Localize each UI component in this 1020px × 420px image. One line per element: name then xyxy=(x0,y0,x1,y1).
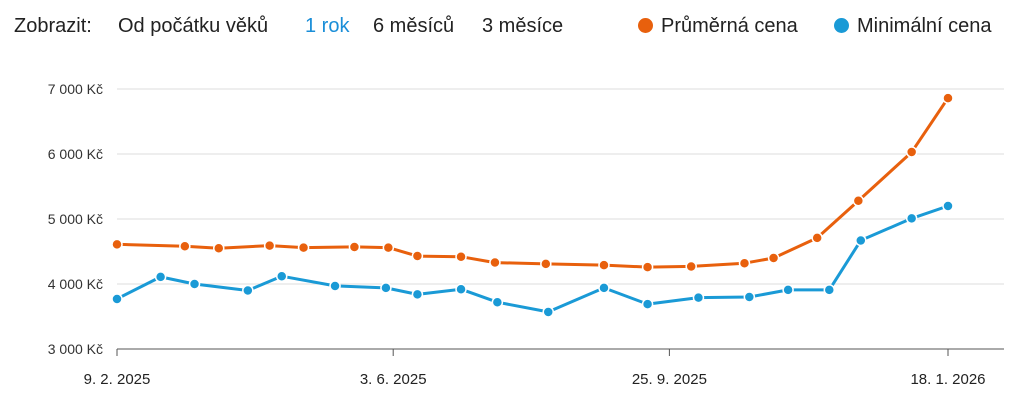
y-tick-label: 5 000 Kč xyxy=(48,211,103,227)
minimum-price-point xyxy=(855,234,867,247)
minimum-price-point xyxy=(598,282,610,294)
average-price-point xyxy=(489,256,501,269)
average-price-point xyxy=(598,259,610,271)
minimum-price-point xyxy=(411,288,424,301)
minimum-price-point xyxy=(455,283,467,295)
minimum-price-point xyxy=(542,306,554,318)
average-price-point xyxy=(111,238,123,251)
minimum-price-point xyxy=(242,284,254,297)
minimum-price-point xyxy=(743,291,756,303)
legend-label: Průměrná cena xyxy=(661,15,798,37)
range-all-time[interactable]: Od počátku věků xyxy=(118,15,269,37)
y-tick-label: 3 000 Kč xyxy=(48,341,103,357)
average-price-point xyxy=(455,250,467,263)
y-tick-label: 6 000 Kč xyxy=(48,146,103,162)
minimum-price-point xyxy=(380,282,392,294)
legend-dot-icon xyxy=(638,18,653,33)
average-price-point xyxy=(263,239,276,252)
minimum-price-point xyxy=(823,284,836,296)
minimum-price-point xyxy=(692,291,705,304)
range-1-year[interactable]: 1 rok xyxy=(305,15,350,37)
legend-item-average-price[interactable]: Průměrná cena xyxy=(638,14,798,38)
x-tick-label: 18. 1. 2026 xyxy=(910,371,985,388)
y-tick-label: 7 000 Kč xyxy=(48,81,103,97)
x-tick-label: 9. 2. 2025 xyxy=(84,371,151,388)
average-price-point xyxy=(213,242,225,254)
minimum-price-point xyxy=(905,212,918,225)
average-price-point xyxy=(942,92,954,104)
x-tick-label: 25. 9. 2025 xyxy=(632,371,707,388)
minimum-price-point xyxy=(942,200,954,212)
average-price-point xyxy=(382,241,395,254)
legend-item-minimum-price[interactable]: Minimální cena xyxy=(834,14,992,38)
average-price-point xyxy=(179,240,191,253)
minimum-price-point xyxy=(641,298,654,310)
minimum-price-point xyxy=(111,293,123,305)
minimum-price-point xyxy=(154,271,167,283)
minimum-price-point xyxy=(329,280,341,292)
legend-dot-icon xyxy=(834,18,849,33)
average-price-point xyxy=(411,250,424,262)
average-price-point xyxy=(685,260,697,273)
average-price-point xyxy=(852,195,865,207)
legend-label: Minimální cena xyxy=(857,15,992,37)
average-price-line xyxy=(115,96,950,269)
average-price-point xyxy=(738,257,751,269)
x-tick-label: 3. 6. 2025 xyxy=(360,371,427,388)
view-label: Zobrazit: xyxy=(14,15,92,37)
minimum-price-point xyxy=(491,296,504,308)
range-6-months[interactable]: 6 měsíců xyxy=(373,15,455,37)
average-price-point xyxy=(641,261,654,273)
toolbar: Zobrazit: Od počátku věků 1 rok 6 měsíců… xyxy=(0,0,1020,52)
average-price-point xyxy=(767,252,780,264)
minimum-price-point xyxy=(782,284,794,296)
average-price-point xyxy=(348,241,361,253)
average-price-point xyxy=(811,232,823,244)
y-tick-label: 4 000 Kč xyxy=(48,276,103,292)
minimum-price-line xyxy=(115,204,950,314)
average-price-point xyxy=(297,241,310,254)
minimum-price-point xyxy=(188,278,201,290)
range-3-months[interactable]: 3 měsíce xyxy=(482,15,564,37)
average-price-point xyxy=(540,258,552,270)
average-price-point xyxy=(905,146,918,158)
minimum-price-point xyxy=(275,270,288,282)
